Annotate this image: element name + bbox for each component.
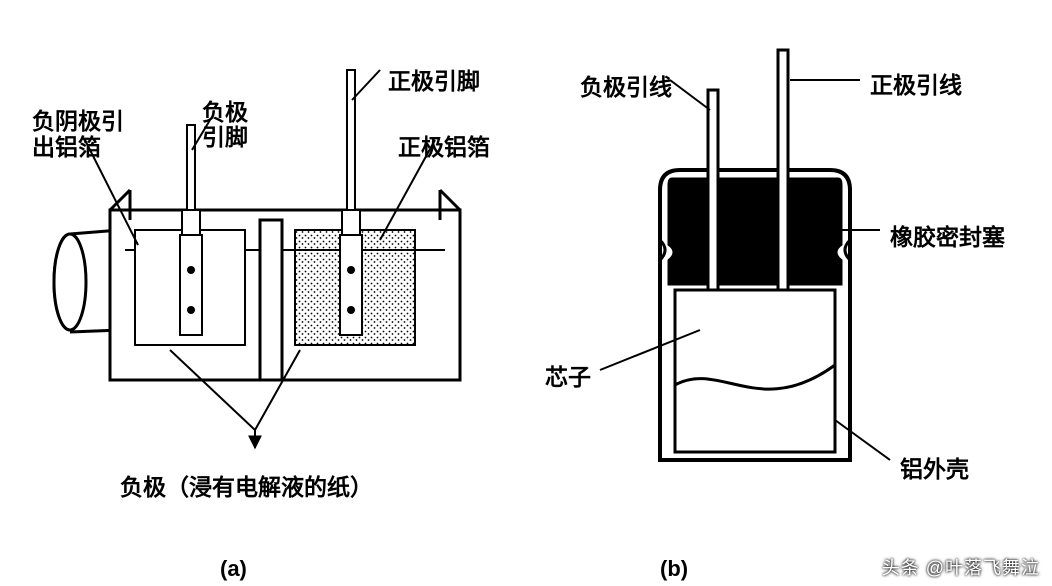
positive-pin-shape (340, 70, 362, 335)
negative-pin-shape (180, 125, 202, 335)
caption-b: (b) (660, 556, 688, 582)
watermark-text: 头条 @叶落飞舞泣 (882, 554, 1040, 580)
label-positive-foil: 正极铝箔 (398, 128, 490, 162)
label-aluminum-case: 铝外壳 (900, 450, 969, 484)
label-cathode-foil-lead: 负阴极引出铝箔 (32, 108, 124, 161)
label-negative-pin: 负极引脚 (202, 100, 248, 151)
label-core: 芯子 (545, 358, 591, 392)
label-separator: 负极（浸有电解液的纸） (120, 468, 373, 502)
label-positive-pin: 正极引脚 (388, 62, 480, 96)
caption-a: (a) (220, 556, 247, 582)
figure-b (600, 50, 890, 460)
label-negative-lead: 负极引线 (580, 68, 672, 102)
label-positive-lead: 正极引线 (870, 66, 962, 100)
label-rubber-seal: 橡胶密封塞 (890, 218, 1005, 252)
